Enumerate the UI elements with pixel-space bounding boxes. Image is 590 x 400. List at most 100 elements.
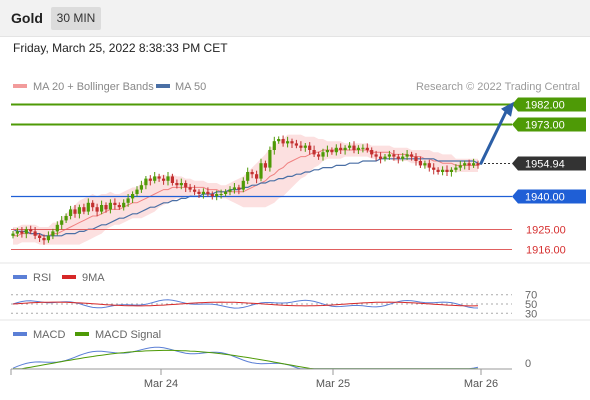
- candle-body: [467, 163, 471, 166]
- price-levels: 1982.00 1973.00 1954.94 1940.00 1925.00 1916.…: [11, 97, 586, 257]
- candle-body: [449, 169, 453, 172]
- candle-body: [117, 205, 121, 208]
- candle-body: [201, 191, 205, 194]
- candle-body: [476, 163, 480, 166]
- level-tag-2: [512, 156, 586, 171]
- time-label-mar25: Mar 25: [316, 378, 350, 390]
- candle-body: [42, 238, 46, 241]
- candle-body: [60, 220, 64, 225]
- macd-signal-legend-label: MACD Signal: [95, 329, 161, 341]
- candle-body: [370, 150, 374, 155]
- candle-body: [361, 147, 365, 149]
- candle-body: [224, 191, 228, 194]
- candle-body: [348, 145, 352, 148]
- candle-body: [29, 229, 33, 232]
- candle-body: [356, 147, 360, 150]
- level-tag-0: [512, 97, 586, 112]
- chart-header: Gold 30 MIN: [0, 0, 590, 37]
- candle-body: [432, 167, 436, 170]
- macd-signal-legend-swatch: [75, 332, 89, 336]
- candle-body: [162, 178, 166, 181]
- rsi-ma-legend-label: 9MA: [82, 272, 105, 284]
- candle-body: [410, 154, 414, 157]
- candle-body: [374, 154, 378, 157]
- candle-body: [179, 183, 183, 186]
- candle-body: [108, 202, 112, 210]
- candle-body: [144, 178, 148, 186]
- ma50-legend-swatch: [156, 84, 170, 88]
- projection-arrow-head: [501, 101, 514, 117]
- projection-arrow: [479, 101, 514, 165]
- candle-body: [100, 205, 104, 212]
- macd-panel: MACD MACD Signal 0: [12, 329, 531, 370]
- candle-body: [24, 229, 28, 234]
- candle-body: [210, 194, 214, 197]
- candle-body: [343, 147, 347, 150]
- candle-body: [263, 163, 267, 168]
- candle-body: [365, 147, 369, 150]
- candle-body: [139, 185, 143, 190]
- level-label-3: 1940.00: [525, 192, 565, 204]
- candle-body: [38, 235, 42, 238]
- candles: [11, 135, 480, 245]
- candle-body: [392, 154, 396, 157]
- candle-body: [414, 156, 418, 161]
- candle-body: [290, 141, 294, 144]
- candle-body: [441, 169, 445, 172]
- candle-body: [86, 202, 90, 212]
- rsi-tick-50: 50: [525, 299, 537, 311]
- candle-body: [46, 235, 50, 241]
- candle-body: [206, 191, 210, 194]
- macd-legend-label: MACD: [33, 329, 65, 341]
- candle-body: [445, 169, 449, 172]
- candle-body: [299, 145, 303, 148]
- instrument-name: Gold: [11, 10, 43, 26]
- main-legend: MA 20 + Bollinger Bands MA 50 Research ©…: [13, 81, 580, 93]
- candle-body: [237, 187, 241, 190]
- candle-body: [458, 165, 462, 168]
- candle-body: [73, 209, 77, 214]
- period-button[interactable]: 30 MIN: [51, 7, 101, 30]
- rsi-legend-swatch: [13, 275, 27, 279]
- candle-body: [339, 147, 343, 150]
- candle-body: [157, 176, 161, 179]
- candle-body: [472, 163, 476, 166]
- candle-body: [303, 145, 307, 148]
- rsi-ma-line: [12, 301, 479, 307]
- bollinger-legend-swatch: [13, 84, 27, 88]
- candle-body: [312, 150, 316, 155]
- candle-body: [334, 147, 338, 153]
- candle-body: [255, 174, 259, 179]
- candle-body: [401, 156, 405, 159]
- candle-body: [352, 145, 356, 150]
- candle-body: [330, 150, 334, 153]
- candle-body: [268, 150, 272, 168]
- candle-body: [396, 156, 400, 159]
- macd-legend-swatch: [13, 332, 27, 336]
- candle-body: [188, 187, 192, 190]
- level-label-0: 1982.00: [525, 100, 565, 112]
- candle-body: [15, 231, 19, 234]
- candle-body: [69, 209, 73, 216]
- candle-body: [184, 183, 188, 188]
- copyright-text: Research © 2022 Trading Central: [416, 81, 580, 93]
- candle-body: [33, 231, 37, 236]
- candle-body: [454, 167, 458, 170]
- bollinger-band: [13, 134, 478, 245]
- candle-body: [250, 172, 254, 175]
- rsi-line: [12, 299, 479, 309]
- candle-body: [197, 191, 201, 194]
- candle-body: [51, 231, 55, 236]
- candle-body: [246, 172, 250, 181]
- macd-zero-label: 0: [525, 358, 531, 370]
- level-label-5: 1916.00: [526, 245, 566, 257]
- rsi-tick-30: 30: [525, 308, 537, 320]
- time-axis: Mar 24 Mar 25 Mar 26: [10, 368, 512, 390]
- candle-body: [175, 183, 179, 186]
- candle-body: [135, 189, 139, 194]
- candle-body: [286, 141, 290, 144]
- candle-body: [232, 187, 236, 190]
- candle-body: [427, 163, 431, 168]
- candle-body: [215, 194, 219, 197]
